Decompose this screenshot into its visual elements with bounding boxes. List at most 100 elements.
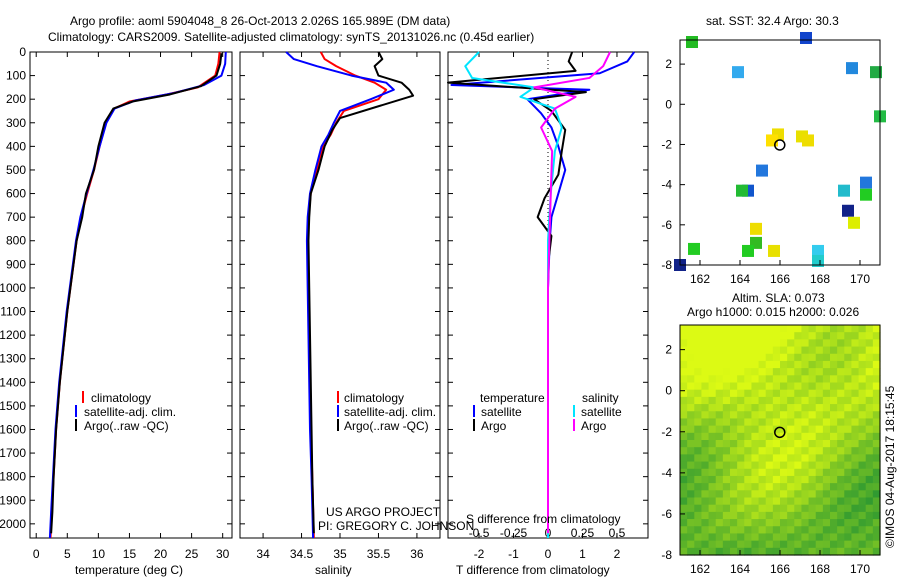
sla-cell	[687, 346, 695, 355]
sla-cell	[708, 447, 717, 455]
sla-cell	[772, 339, 781, 348]
sla-cell	[794, 360, 803, 369]
sla-cell	[765, 332, 774, 340]
sla-cell	[751, 483, 760, 491]
sla-cell	[808, 360, 817, 369]
sla-cell	[801, 396, 810, 405]
sla-cell	[844, 526, 853, 535]
sla-cell	[744, 483, 753, 491]
sla-cell	[801, 454, 810, 463]
sla-cell	[851, 432, 860, 441]
sla-cell	[837, 339, 845, 348]
sla-cell	[744, 325, 753, 333]
sla-cell	[765, 533, 774, 542]
sla-cell	[751, 540, 760, 549]
sla-cell	[751, 504, 760, 513]
t-diff-xlabel: T difference from climatology	[456, 563, 610, 577]
sla-cell	[680, 368, 688, 376]
sla-cell	[851, 425, 860, 434]
sst-observation	[688, 242, 700, 255]
sla-cell	[751, 511, 760, 520]
sla-cell	[830, 468, 838, 477]
sla-cell	[744, 447, 753, 455]
sla-cell	[801, 360, 810, 369]
sla-cell	[787, 454, 795, 463]
sla-cell	[744, 375, 753, 384]
sla-cell	[787, 389, 795, 398]
sst-observation	[756, 164, 768, 177]
y-tick-label: 1300	[0, 352, 26, 366]
sla-cell	[701, 339, 710, 348]
sla-cell	[680, 396, 688, 405]
sla-cell	[715, 346, 724, 355]
sla-cell	[765, 475, 774, 484]
sla-cell	[844, 332, 853, 340]
sla-map-title: Altim. SLA: 0.073	[732, 291, 825, 305]
sla-cell	[837, 382, 845, 391]
sla-cell	[751, 490, 760, 499]
sla-cell	[801, 511, 810, 520]
sla-cell	[772, 404, 781, 412]
sla-cell	[822, 332, 831, 340]
sla-cell	[815, 411, 824, 420]
sla-cell	[787, 339, 795, 348]
salinity-panel: 34 34.5 35 35.5 36	[239, 51, 441, 561]
sla-cell	[830, 483, 838, 491]
sla-cell	[708, 325, 717, 333]
sla-cell	[808, 346, 817, 355]
sla-cell	[844, 483, 853, 491]
sla-cell	[844, 425, 853, 434]
sla-cell	[822, 490, 831, 499]
sla-cell	[701, 346, 710, 355]
sla-cell	[787, 353, 795, 362]
sla-cell	[730, 396, 738, 405]
y-tick-label: -2	[661, 137, 672, 151]
sla-cell	[694, 332, 703, 340]
sla-cell	[701, 353, 710, 362]
sla-cell	[851, 504, 860, 513]
sla-cell	[680, 454, 688, 463]
sla-cell	[794, 519, 803, 527]
x-tick-label: 35.5	[367, 547, 391, 561]
sla-cell	[865, 396, 874, 405]
sla-cell	[765, 547, 774, 556]
sla-cell	[837, 375, 845, 384]
sla-cell	[815, 382, 824, 391]
sla-cell	[708, 404, 717, 412]
imos-stamp: ©IMOS 04-Aug-2017 18:15:45	[883, 385, 897, 548]
y-tick-label: 2	[665, 343, 672, 357]
y-tick-label: -6	[661, 507, 672, 521]
sla-cell	[715, 540, 724, 549]
sla-cell	[794, 447, 803, 455]
sla-cell	[758, 526, 767, 535]
sla-cell	[837, 360, 845, 369]
sla-cell	[772, 526, 781, 535]
sla-cell	[815, 332, 824, 340]
sla-cell	[865, 475, 874, 484]
sla-cell	[758, 389, 767, 398]
sla-cell	[872, 497, 881, 506]
sla-cell	[815, 353, 824, 362]
sla-cell	[858, 461, 867, 470]
sla-cell	[787, 382, 795, 391]
sla-cell	[830, 418, 838, 427]
header-line1: Argo profile: aoml 5904048_8 26-Oct-2013…	[70, 14, 450, 28]
sla-cell	[715, 440, 724, 448]
sla-cell	[844, 447, 853, 455]
sla-cell	[858, 519, 867, 527]
sla-cell	[730, 504, 738, 513]
sla-cell	[694, 468, 703, 477]
sla-cell	[772, 353, 781, 362]
y-tick-label: 1700	[0, 446, 26, 460]
y-tick-label: 700	[6, 210, 26, 224]
x-tick-label: 168	[810, 562, 830, 576]
y-tick-label: -2	[661, 425, 672, 439]
sla-cell	[701, 454, 710, 463]
sla-cell	[844, 511, 853, 520]
sla-cell	[751, 404, 760, 412]
sla-cell	[801, 490, 810, 499]
sla-cell	[787, 490, 795, 499]
sla-cell	[837, 468, 845, 477]
legend-satellite-adj: satellite-adj. clim.	[344, 405, 436, 419]
sla-cell	[744, 411, 753, 420]
